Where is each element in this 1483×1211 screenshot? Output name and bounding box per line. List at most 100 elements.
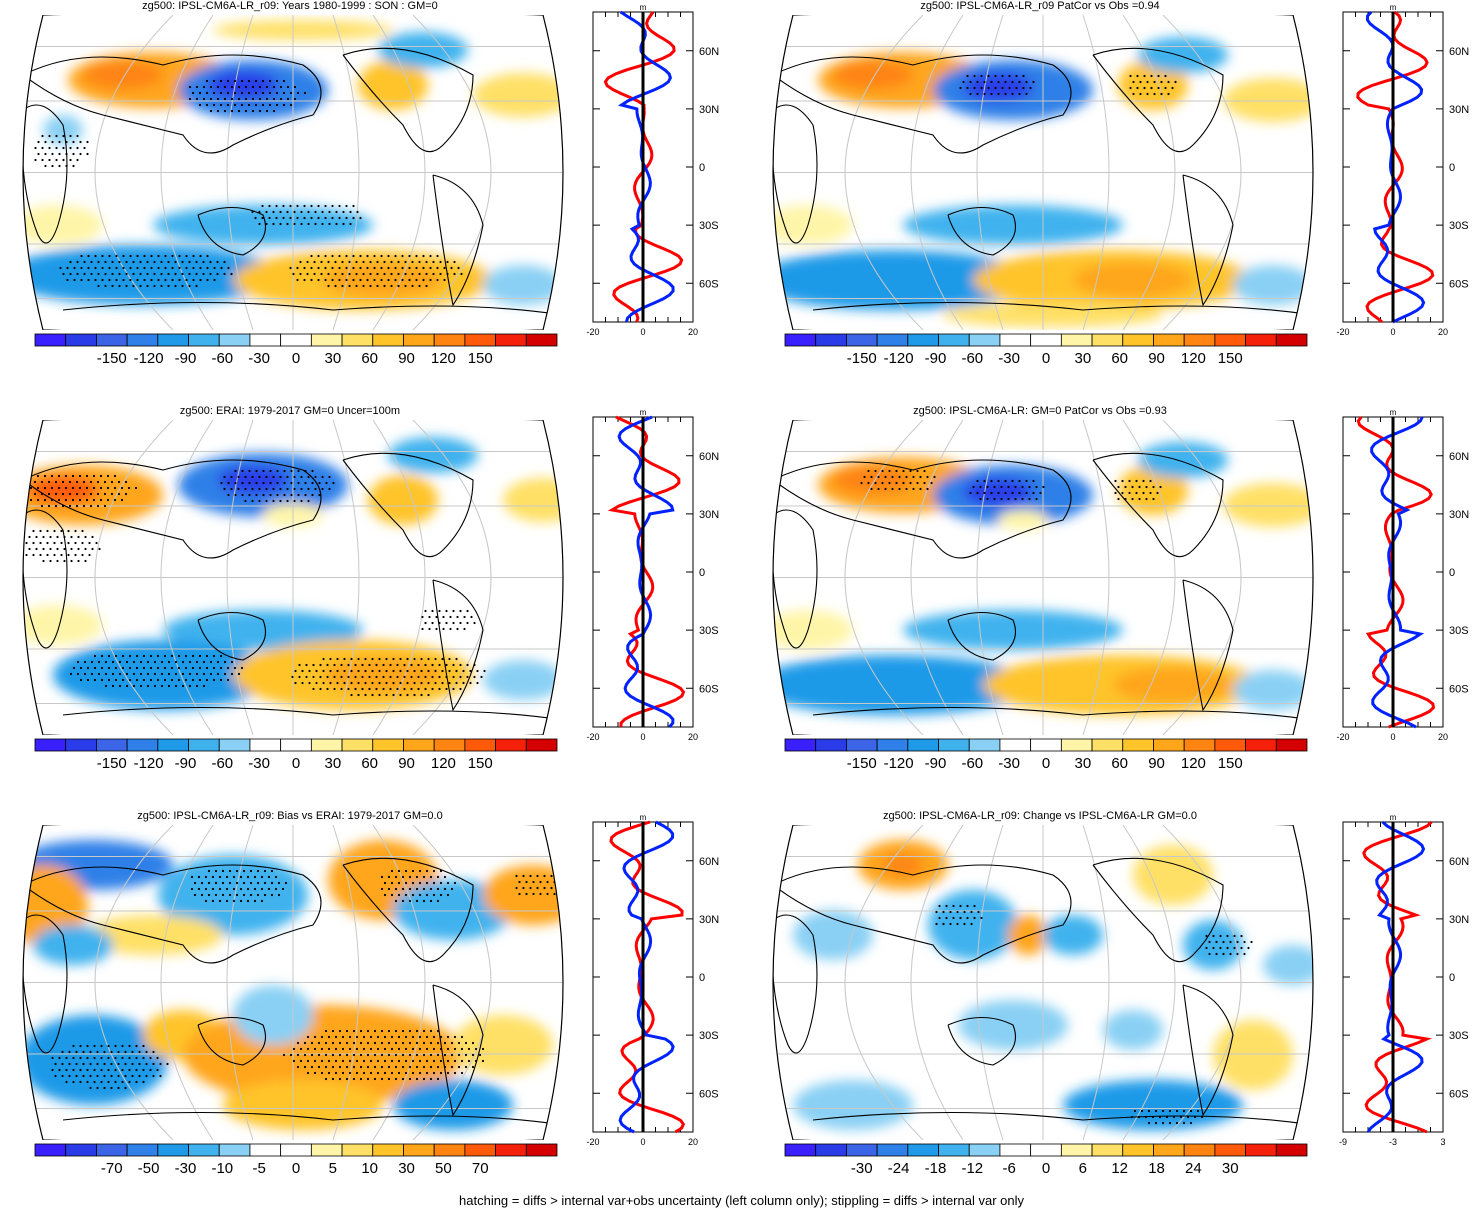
colorbar-tick-label: -30 (248, 350, 270, 367)
colorbar-swatch (157, 738, 189, 752)
robinson-map (772, 420, 1314, 735)
colorbar-swatch (1183, 738, 1216, 752)
colorbar-swatch (126, 1143, 159, 1157)
colorbar (784, 333, 1308, 347)
colorbar-swatch (341, 738, 374, 752)
panel-title: zg500: IPSL-CM6A-LR_r09: Change vs IPSL-… (883, 810, 1197, 822)
colorbar-swatch (65, 738, 97, 752)
anomaly-contour (208, 71, 278, 99)
colorbar-swatch (938, 1143, 970, 1157)
colorbar-swatch (188, 1143, 220, 1157)
coastline (1092, 47, 1224, 153)
colorbar-tick-label: 24 (1185, 1160, 1202, 1177)
colorbar-tick-label: 0 (1041, 350, 1051, 367)
coastline (342, 452, 474, 558)
colorbar-swatch (815, 738, 847, 752)
robinson-map (22, 15, 564, 330)
colorbar-tick-label: -60 (961, 755, 984, 772)
colorbar-tick-label: -10 (211, 1160, 234, 1177)
model-zonal-profile-line (1356, 416, 1436, 729)
coastline (773, 104, 818, 244)
coastline (773, 914, 818, 1054)
colorbar-swatch (65, 1143, 97, 1157)
profile-x-tick-label: 20 (688, 732, 698, 742)
profile-unit-label: m (1390, 3, 1397, 12)
colorbar-swatch (372, 738, 404, 752)
anomaly-contour (773, 250, 1033, 310)
coastline (773, 864, 1072, 964)
colorbar-tick-label: 120 (1180, 350, 1206, 367)
anomaly-contour (83, 915, 223, 955)
profile-lat-tick-label: 60N (699, 451, 719, 463)
colorbar-swatch (403, 333, 435, 347)
colorbar-swatch (968, 333, 1001, 347)
robinson-map (772, 15, 1314, 330)
anomaly-contour (903, 205, 1123, 245)
colorbar-swatch (464, 333, 496, 347)
colorbar-tick-label: 90 (398, 350, 415, 367)
profile-lat-tick-label: 60N (1449, 46, 1469, 58)
profile-lat-tick-label: 30N (1449, 104, 1469, 116)
coastline (812, 706, 1313, 721)
anomaly-contour (833, 466, 913, 494)
zonal-mean-profile: m -20 0 20 60N 30N 0 30S 60S (586, 408, 719, 742)
colorbar-swatch (157, 333, 189, 347)
colorbar-tick-label: -30 (174, 1160, 197, 1177)
coastline (947, 207, 1017, 256)
colorbar-tick-label: 5 (328, 1160, 338, 1177)
profile-lat-tick-label: 0 (1449, 162, 1455, 174)
colorbar-tick-label: 30 (1074, 755, 1092, 772)
colorbar-swatch (1214, 738, 1246, 752)
zonal-mean-profile: m -20 0 20 60N 30N 0 30S 60S (1336, 3, 1469, 337)
obs-zonal-profile-line (1365, 10, 1426, 324)
panel-title: zg500: ERAI: 1979-2017 GM=0 Uncer=100m (179, 405, 401, 417)
profile-lat-tick-label: 60S (1449, 1088, 1469, 1100)
colorbar (784, 1143, 1308, 1157)
coastline (1092, 857, 1224, 963)
profile-lat-tick-label: 60S (1449, 683, 1469, 695)
colorbar-swatch (34, 1143, 67, 1157)
colorbar-tick-label: 90 (1148, 755, 1165, 772)
colorbar-tick-label: -60 (211, 755, 234, 772)
anomaly-contour (773, 655, 1033, 715)
model-zonal-profile-line (603, 11, 684, 323)
anomaly-contour (53, 640, 273, 710)
profile-unit-label: m (1390, 408, 1397, 417)
colorbar-swatch (1030, 738, 1062, 752)
anomaly-contour (928, 890, 1018, 960)
colorbar-tick-label: 50 (435, 1160, 452, 1177)
anomaly-contour (963, 478, 1033, 506)
profile-lat-tick-label: 0 (699, 162, 705, 174)
colorbar-swatch (218, 333, 251, 347)
colorbar-swatch (188, 738, 220, 752)
profile-lat-tick-label: 60N (699, 856, 719, 868)
colorbar-swatch (280, 738, 312, 752)
colorbar-swatch (126, 333, 159, 347)
colorbar-swatch (280, 333, 312, 347)
anomaly-contour (793, 1080, 913, 1130)
profile-lat-tick-label: 0 (699, 567, 705, 579)
anomaly-contour (1113, 667, 1233, 703)
anomaly-contour (358, 60, 428, 110)
figure-footer-caption: hatching = diffs > internal var+obs unce… (459, 1193, 1024, 1208)
colorbar-tick-label: 30 (1221, 1160, 1239, 1177)
anomaly-contour (1233, 265, 1313, 305)
anomaly-contour (213, 20, 393, 40)
profile-x-tick-label: -20 (586, 1137, 599, 1147)
colorbar-swatch (999, 738, 1032, 752)
colorbar-swatch (433, 333, 466, 347)
colorbar-swatch (1122, 738, 1154, 752)
anomaly-contour (23, 1015, 168, 1105)
colorbar-swatch (372, 1143, 404, 1157)
colorbar-swatch (34, 333, 67, 347)
colorbar (784, 738, 1308, 752)
profile-lat-tick-label: 30S (1449, 625, 1469, 637)
colorbar-swatch (218, 738, 251, 752)
colorbar-swatch (96, 738, 128, 752)
coastline (1092, 452, 1224, 558)
profile-lat-tick-label: 60S (1449, 278, 1469, 290)
colorbar-swatch (1183, 1143, 1216, 1157)
coastline (432, 579, 484, 712)
coastline (62, 1111, 563, 1126)
colorbar-swatch (249, 333, 282, 347)
